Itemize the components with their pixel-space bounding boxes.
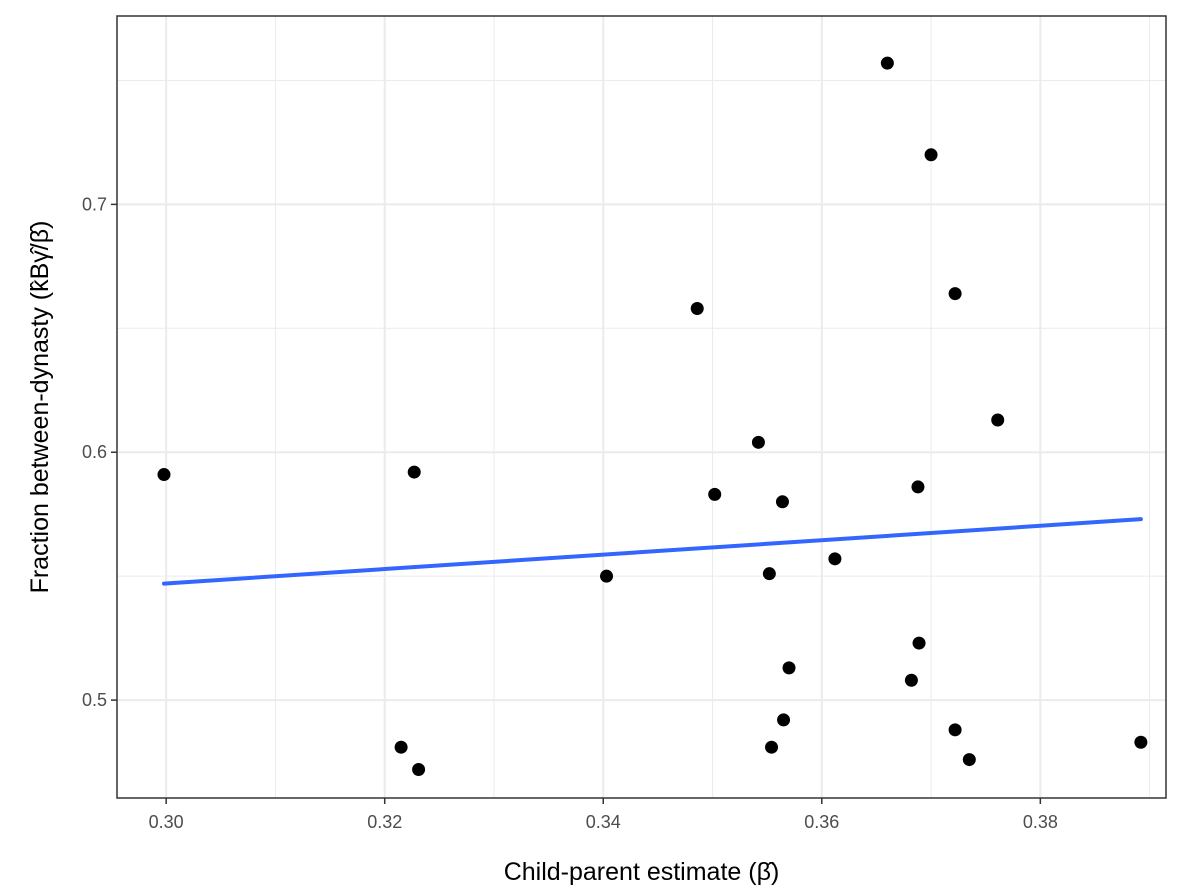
data-point	[751, 435, 765, 449]
y-tick-label: 0.5	[82, 690, 107, 710]
major-gridlines	[117, 16, 1166, 798]
data-point	[1134, 735, 1148, 749]
data-point	[962, 753, 976, 767]
data-point	[412, 762, 426, 776]
y-tick-label: 0.6	[82, 442, 107, 462]
data-point	[775, 495, 789, 509]
y-tick-label: 0.7	[82, 194, 107, 214]
data-point	[948, 287, 962, 301]
data-point	[904, 673, 918, 687]
data-point	[782, 661, 796, 675]
data-point	[880, 56, 894, 70]
data-point	[762, 567, 776, 581]
y-axis-title: Fraction between-dynasty (k̂Bγ̂/β̂)	[26, 221, 54, 594]
x-axis-title: Child-parent estimate (β̂)	[504, 858, 780, 886]
x-axis-ticks: 0.30 0.32 0.34 0.36 0.38	[149, 798, 1058, 832]
data-point	[157, 468, 171, 482]
x-tick-label: 0.36	[804, 812, 839, 832]
data-point	[828, 552, 842, 566]
data-point	[991, 413, 1005, 427]
data-point	[912, 636, 926, 650]
data-point	[407, 465, 421, 479]
data-point	[765, 740, 779, 754]
x-tick-label: 0.32	[367, 812, 402, 832]
data-point	[708, 487, 722, 501]
data-point	[394, 740, 408, 754]
data-point	[777, 713, 791, 727]
x-tick-label: 0.30	[149, 812, 184, 832]
data-points	[157, 56, 1148, 776]
panel-border	[116, 15, 1167, 799]
x-tick-label: 0.34	[586, 812, 621, 832]
data-point	[600, 569, 614, 583]
data-point	[911, 480, 925, 494]
data-point	[948, 723, 962, 737]
data-point	[924, 148, 938, 162]
y-axis-ticks: 0.5 0.6 0.7	[82, 194, 117, 710]
x-tick-label: 0.38	[1023, 812, 1058, 832]
data-point	[690, 301, 704, 315]
trend-line	[161, 517, 1143, 586]
